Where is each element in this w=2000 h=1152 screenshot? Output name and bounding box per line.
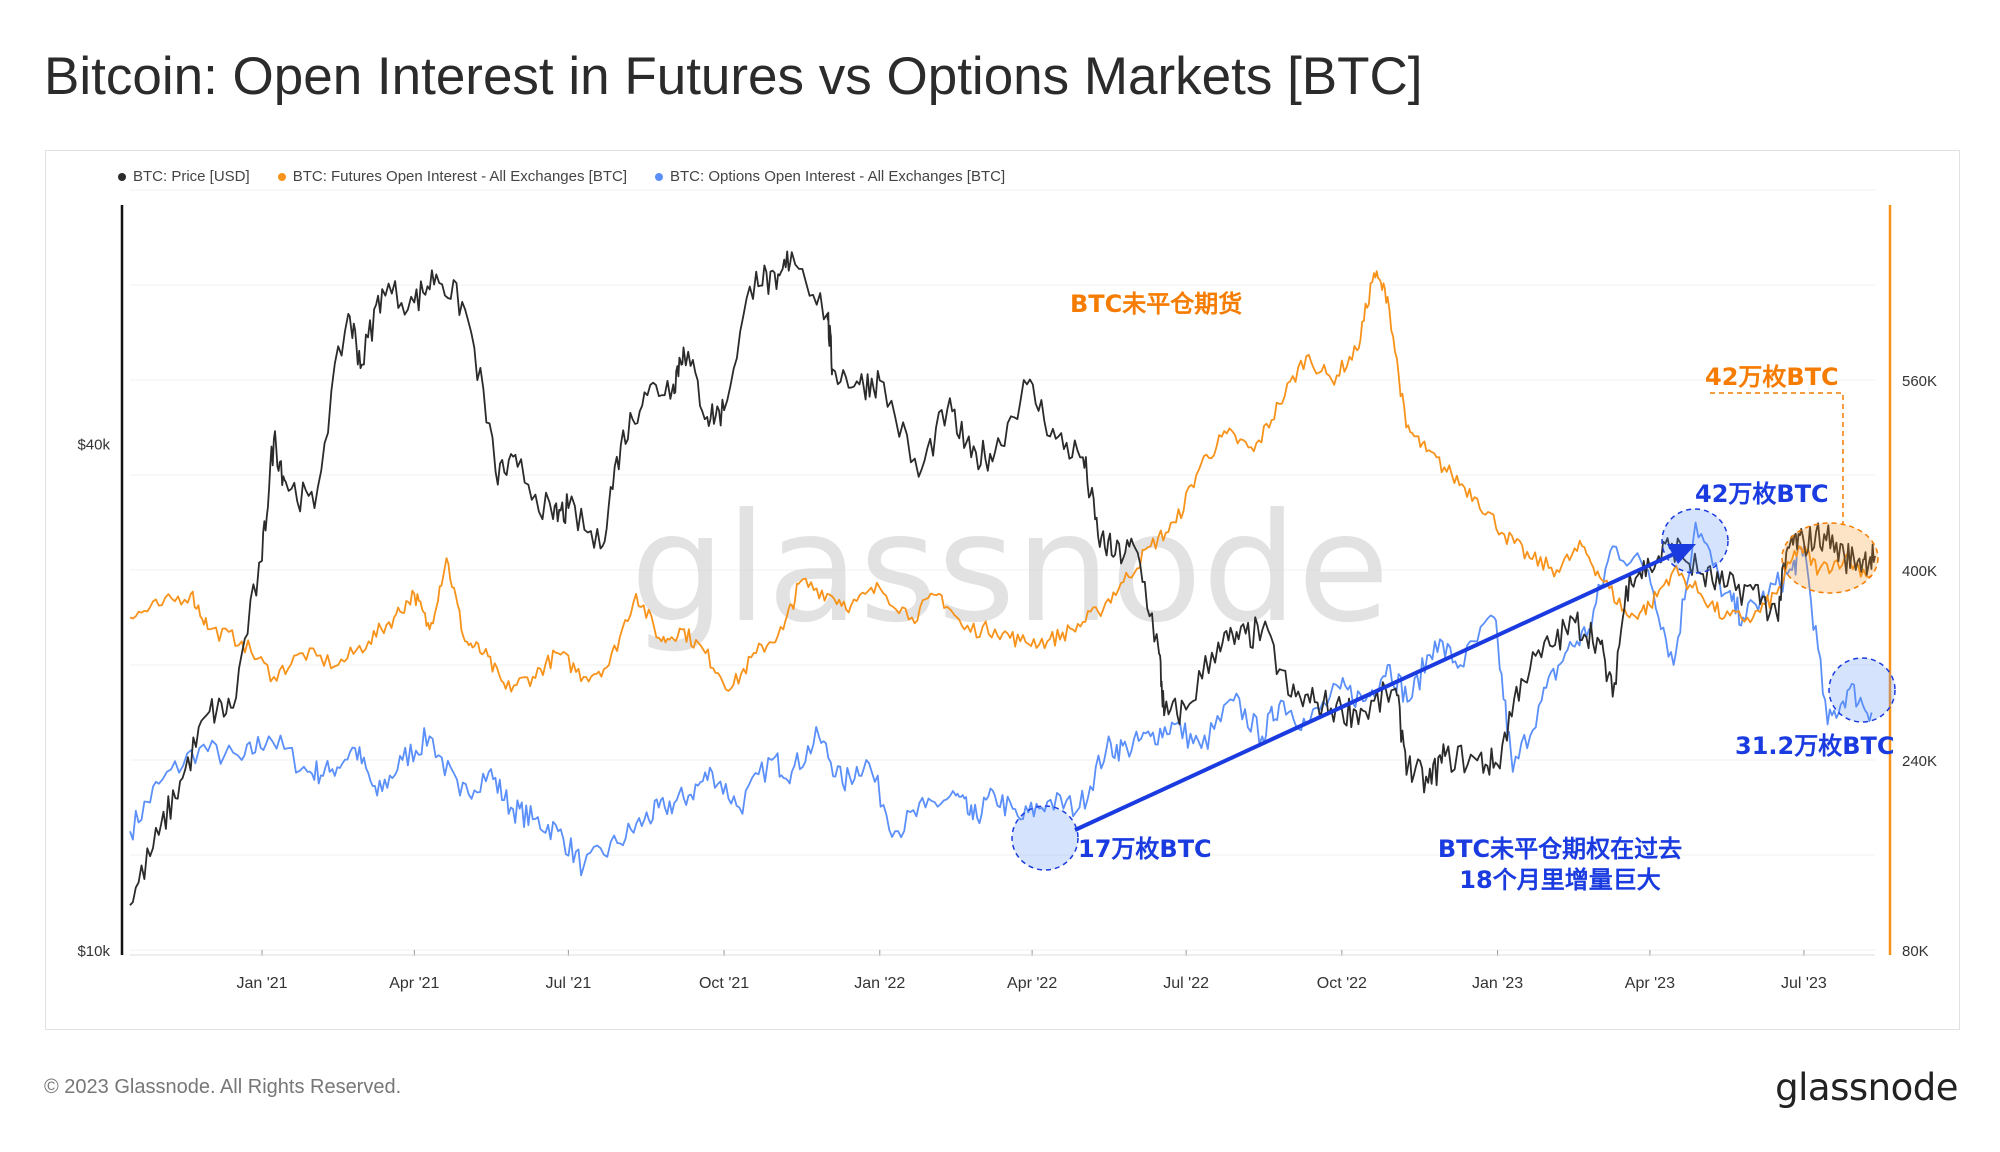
legend-dot-options-icon [655,172,663,181]
legend-label-price: BTC: Price [USD] [133,168,250,185]
annotation-leader-futures [1710,392,1844,525]
annotation-options-42w: 42万枚BTC [1695,480,1829,508]
y-right-tick-label: 400K [1902,563,1937,580]
x-tick-label: Jul '22 [1163,975,1209,992]
annotation-options-312w: 31.2万枚BTC [1735,732,1895,760]
x-tick-label: Jul '21 [545,975,591,992]
legend-item-options[interactable]: BTC: Options Open Interest - All Exchang… [655,168,1005,185]
footer-logo[interactable]: glassnode [1775,1066,1958,1109]
annotation-futures-title: BTC未平仓期货 [1070,290,1242,318]
x-tick-label: Oct '21 [699,975,749,992]
annotation-options-caption-2: 18个月里增量巨大 [1459,866,1660,894]
x-tick-label: Jul '23 [1781,975,1827,992]
watermark-text: glassnode [630,482,1389,656]
annotation-circle-42w-futures [1781,522,1879,594]
legend-item-futures[interactable]: BTC: Futures Open Interest - All Exchang… [277,168,627,185]
footer-copyright: © 2023 Glassnode. All Rights Reserved. [44,1076,402,1098]
annotation-arrow-head [1667,544,1696,564]
chart-legend: BTC: Price [USD] BTC: Futures Open Inter… [118,168,1005,185]
annotation-circle-17w [1011,805,1079,871]
annotation-options-caption-1: BTC未平仓期权在过去 [1438,835,1682,863]
y-left-tick-label: $40k [77,436,110,453]
chart-panel [45,150,1960,1030]
legend-dot-futures-icon [277,172,286,181]
annotation-circle-312w [1828,657,1896,723]
series-line-futures [129,270,1872,693]
x-tick-label: Oct '22 [1317,975,1367,992]
legend-dot-price-icon [118,172,126,181]
x-tick-label: Jan '23 [1472,975,1523,992]
y-right-tick-label: 80K [1902,943,1929,960]
annotation-arrow-line [1074,551,1677,832]
y-right-tick-label: 560K [1902,373,1937,390]
annotation-circle-42w-options [1661,508,1729,574]
legend-item-price[interactable]: BTC: Price [USD] [118,168,250,185]
series-line-options [129,521,1873,877]
x-tick-label: Jan '22 [854,975,905,992]
legend-label-options: BTC: Options Open Interest - All Exchang… [670,168,1006,185]
series-line-price [129,250,1876,906]
annotation-options-17w: 17万枚BTC [1078,835,1212,863]
legend-label-futures: BTC: Futures Open Interest - All Exchang… [292,168,627,185]
x-tick-label: Apr '23 [1625,975,1675,992]
x-tick-label: Apr '21 [389,975,439,992]
y-right-tick-label: 240K [1902,753,1937,770]
page-title: Bitcoin: Open Interest in Futures vs Opt… [44,47,1423,106]
x-tick-label: Apr '22 [1007,975,1057,992]
annotation-futures-42w: 42万枚BTC [1705,363,1839,391]
x-tick-label: Jan '21 [236,975,287,992]
y-left-tick-label: $10k [77,943,110,960]
